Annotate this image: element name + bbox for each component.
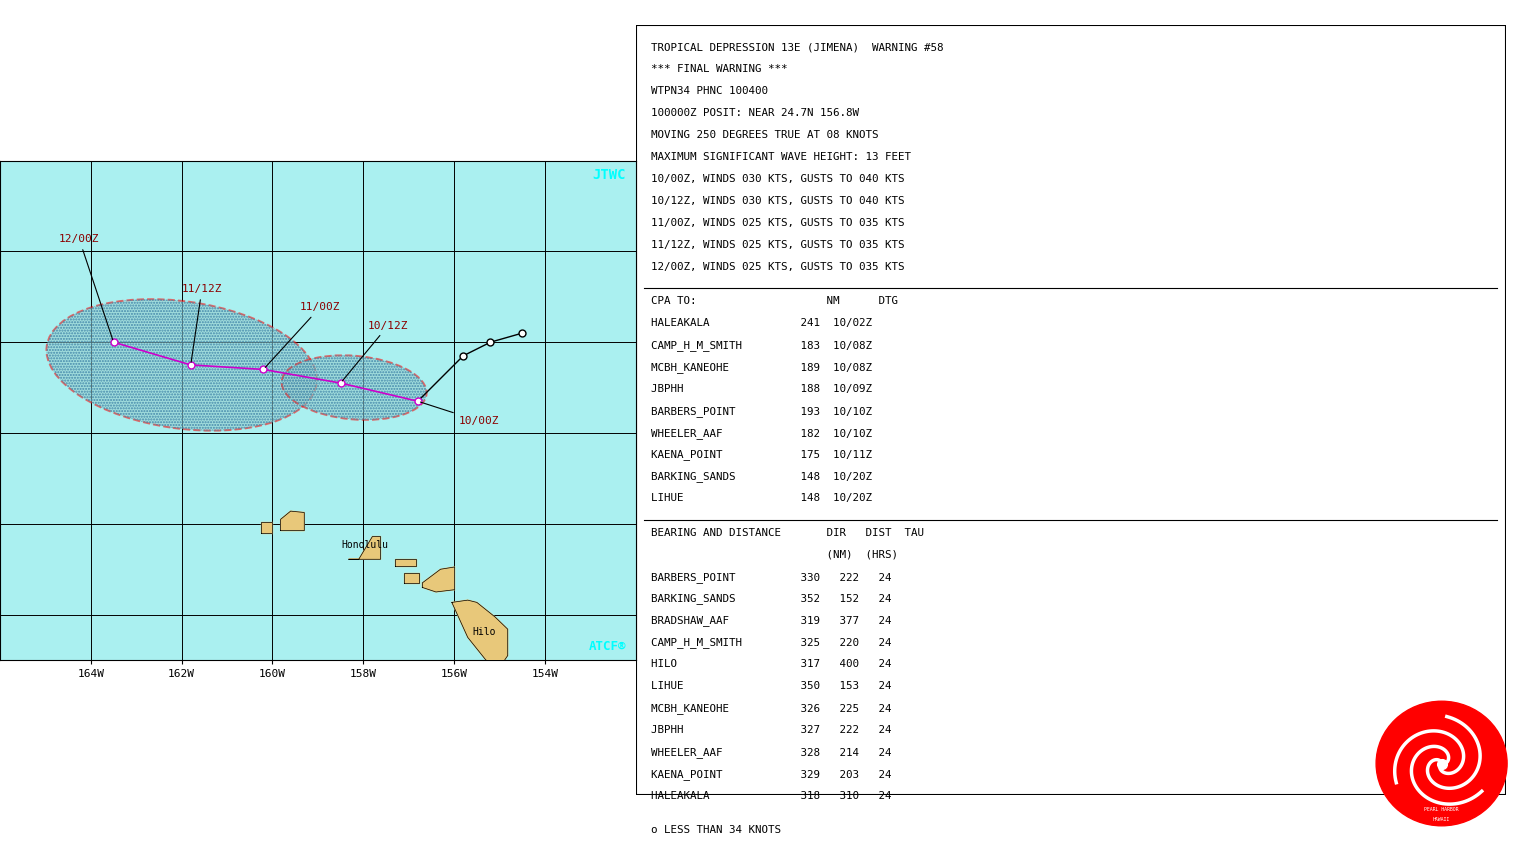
Text: CPA TO:                    NM      DTG: CPA TO: NM DTG bbox=[651, 296, 898, 306]
Text: HAWAII: HAWAII bbox=[1432, 817, 1451, 822]
Text: 11/00Z, WINDS 025 KTS, GUSTS TO 035 KTS: 11/00Z, WINDS 025 KTS, GUSTS TO 035 KTS bbox=[651, 217, 905, 228]
Polygon shape bbox=[260, 522, 273, 533]
Text: WHEELER_AAF            182  10/10Z: WHEELER_AAF 182 10/10Z bbox=[651, 427, 872, 438]
Polygon shape bbox=[349, 536, 380, 559]
Text: 11/00Z: 11/00Z bbox=[265, 302, 340, 367]
Text: 11/12Z, WINDS 025 KTS, GUSTS TO 035 KTS: 11/12Z, WINDS 025 KTS, GUSTS TO 035 KTS bbox=[651, 239, 905, 250]
Text: KAENA_POINT            329   203   24: KAENA_POINT 329 203 24 bbox=[651, 769, 892, 780]
Text: JTWC: JTWC bbox=[593, 168, 627, 182]
Text: JBPHH                  188  10/09Z: JBPHH 188 10/09Z bbox=[651, 384, 872, 393]
Text: Hilo: Hilo bbox=[472, 627, 495, 637]
Text: MCBH_KANEOHE           326   225   24: MCBH_KANEOHE 326 225 24 bbox=[651, 703, 892, 714]
Text: MCBH_KANEOHE           189  10/08Z: MCBH_KANEOHE 189 10/08Z bbox=[651, 362, 872, 373]
Text: JBPHH                  327   222   24: JBPHH 327 222 24 bbox=[651, 725, 892, 735]
Text: CAMP_H_M_SMITH         325   220   24: CAMP_H_M_SMITH 325 220 24 bbox=[651, 637, 892, 648]
Text: 12/00Z: 12/00Z bbox=[60, 234, 113, 339]
Text: 11/12Z: 11/12Z bbox=[182, 284, 222, 362]
Text: HILO                   317   400   24: HILO 317 400 24 bbox=[651, 659, 892, 669]
Text: Honolulu: Honolulu bbox=[342, 540, 388, 550]
Text: WTPN34 PHNC 100400: WTPN34 PHNC 100400 bbox=[651, 86, 769, 96]
Circle shape bbox=[1376, 701, 1507, 826]
Text: (NM)  (HRS): (NM) (HRS) bbox=[651, 550, 898, 560]
Polygon shape bbox=[404, 573, 418, 583]
Text: 12/00Z, WINDS 025 KTS, GUSTS TO 035 KTS: 12/00Z, WINDS 025 KTS, GUSTS TO 035 KTS bbox=[651, 261, 905, 272]
Text: ATCF®: ATCF® bbox=[588, 640, 627, 652]
Text: MOVING 250 DEGREES TRUE AT 08 KNOTS: MOVING 250 DEGREES TRUE AT 08 KNOTS bbox=[651, 130, 879, 140]
Ellipse shape bbox=[46, 299, 317, 431]
Polygon shape bbox=[452, 600, 507, 664]
Text: *** FINAL WARNING ***: *** FINAL WARNING *** bbox=[651, 64, 787, 74]
Text: 10/12Z, WINDS 030 KTS, GUSTS TO 040 KTS: 10/12Z, WINDS 030 KTS, GUSTS TO 040 KTS bbox=[651, 196, 905, 206]
Text: TROPICAL DEPRESSION 13E (JIMENA)  WARNING #58: TROPICAL DEPRESSION 13E (JIMENA) WARNING… bbox=[651, 42, 944, 52]
Text: BARKING_SANDS          352   152   24: BARKING_SANDS 352 152 24 bbox=[651, 594, 892, 604]
Text: 10/12Z: 10/12Z bbox=[342, 321, 409, 381]
Text: 100000Z POSIT: NEAR 24.7N 156.8W: 100000Z POSIT: NEAR 24.7N 156.8W bbox=[651, 108, 859, 118]
Text: HALEAKALA              241  10/02Z: HALEAKALA 241 10/02Z bbox=[651, 318, 872, 328]
Text: KAENA_POINT            175  10/11Z: KAENA_POINT 175 10/11Z bbox=[651, 449, 872, 460]
Text: o LESS THAN 34 KNOTS: o LESS THAN 34 KNOTS bbox=[651, 825, 781, 835]
Text: LIHUE                  350   153   24: LIHUE 350 153 24 bbox=[651, 681, 892, 691]
Text: HALEAKALA              318   310   24: HALEAKALA 318 310 24 bbox=[651, 791, 892, 801]
Text: PEARL HARBOR: PEARL HARBOR bbox=[1425, 807, 1458, 811]
Text: BRADSHAW_AAF           319   377   24: BRADSHAW_AAF 319 377 24 bbox=[651, 616, 892, 626]
Text: BARBERS_POINT          193  10/10Z: BARBERS_POINT 193 10/10Z bbox=[651, 406, 872, 416]
Text: MAXIMUM SIGNIFICANT WAVE HEIGHT: 13 FEET: MAXIMUM SIGNIFICANT WAVE HEIGHT: 13 FEET bbox=[651, 152, 912, 162]
Text: LIHUE                  148  10/20Z: LIHUE 148 10/20Z bbox=[651, 493, 872, 503]
Polygon shape bbox=[280, 511, 305, 530]
Text: BARBERS_POINT          330   222   24: BARBERS_POINT 330 222 24 bbox=[651, 572, 892, 583]
Text: 10/00Z: 10/00Z bbox=[420, 402, 499, 426]
Polygon shape bbox=[395, 559, 415, 566]
Text: BEARING AND DISTANCE       DIR   DIST  TAU: BEARING AND DISTANCE DIR DIST TAU bbox=[651, 528, 924, 538]
Ellipse shape bbox=[282, 355, 426, 420]
Text: BARKING_SANDS          148  10/20Z: BARKING_SANDS 148 10/20Z bbox=[651, 471, 872, 482]
Text: WHEELER_AAF            328   214   24: WHEELER_AAF 328 214 24 bbox=[651, 747, 892, 758]
Text: CAMP_H_M_SMITH         183  10/08Z: CAMP_H_M_SMITH 183 10/08Z bbox=[651, 340, 872, 351]
Text: 10/00Z, WINDS 030 KTS, GUSTS TO 040 KTS: 10/00Z, WINDS 030 KTS, GUSTS TO 040 KTS bbox=[651, 174, 905, 184]
Polygon shape bbox=[423, 567, 455, 592]
